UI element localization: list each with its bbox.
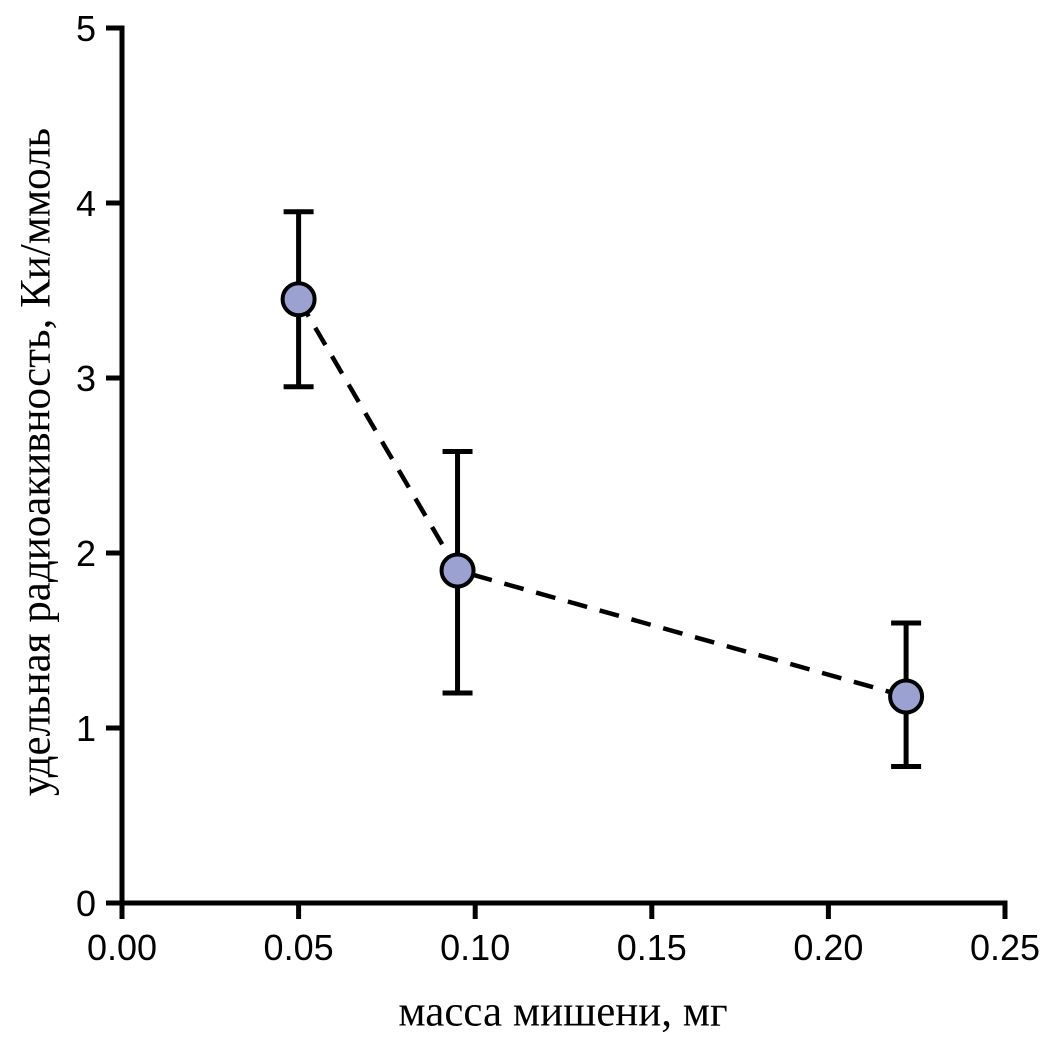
- x-tick-label: 0.10: [440, 927, 510, 968]
- y-axis-title: удельная радиоакивность, Ки/ммоль: [12, 127, 60, 797]
- x-tick-label: 0.20: [793, 927, 863, 968]
- series-line: [296, 298, 907, 699]
- data-point-marker: [439, 552, 476, 589]
- y-tick-label: 0: [76, 883, 96, 924]
- y-tick-label: 1: [76, 708, 96, 749]
- data-point-marker: [280, 281, 317, 318]
- x-tick-label: 0.00: [87, 927, 157, 968]
- y-tick-label: 3: [76, 358, 96, 399]
- y-tick-label: 5: [76, 8, 96, 49]
- y-tick-label: 2: [76, 533, 96, 574]
- x-tick-label: 0.05: [264, 927, 334, 968]
- data-point-marker: [888, 678, 925, 715]
- x-tick-label: 0.25: [970, 927, 1040, 968]
- x-tick-label: 0.15: [617, 927, 687, 968]
- x-axis-title: масса мишени, мг: [398, 988, 728, 1036]
- y-tick-label: 4: [76, 183, 96, 224]
